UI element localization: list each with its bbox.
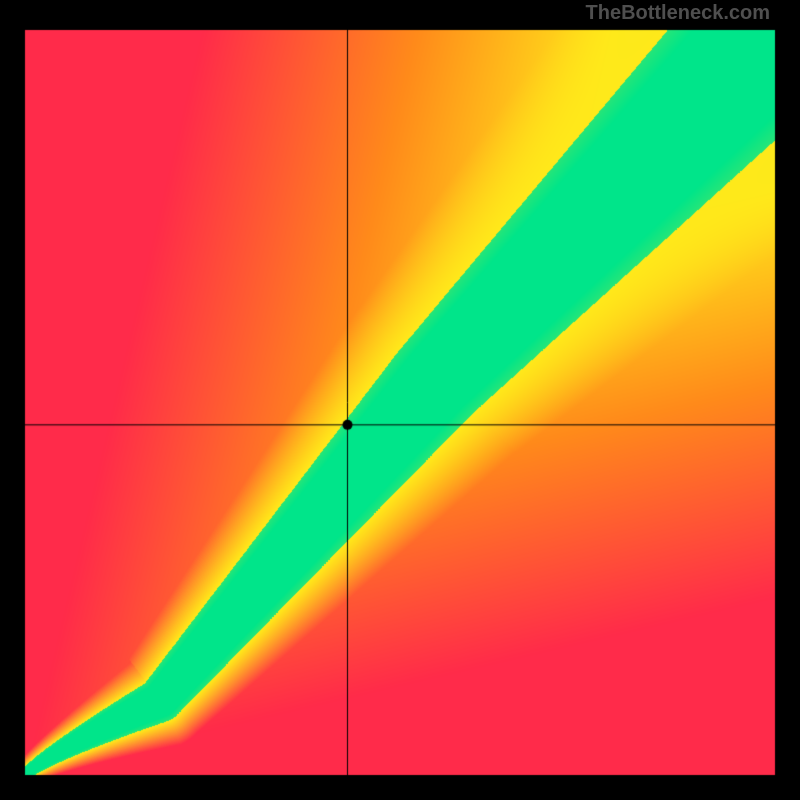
bottleneck-heatmap: [0, 0, 800, 800]
watermark-text: TheBottleneck.com: [586, 2, 770, 25]
chart-container: TheBottleneck.com: [0, 0, 800, 800]
